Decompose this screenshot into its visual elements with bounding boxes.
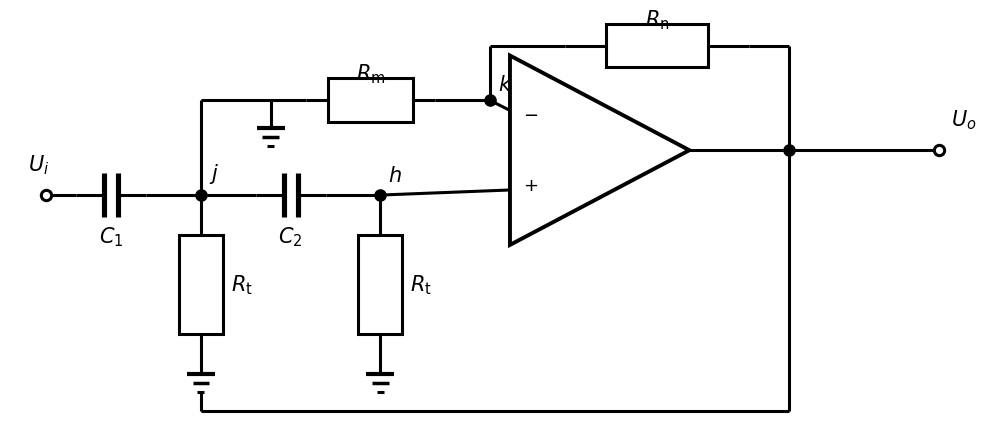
Bar	[606, 24, 708, 68]
Text: $+$: $+$	[523, 177, 538, 195]
Text: $C_1$: $C_1$	[99, 225, 123, 249]
Text: $h$: $h$	[388, 166, 402, 186]
Text: $R_{\rm t}$: $R_{\rm t}$	[410, 273, 432, 297]
Bar	[179, 236, 223, 334]
Text: $R_{\rm m}$: $R_{\rm m}$	[356, 63, 385, 86]
Point	[781, 147, 797, 154]
Point	[372, 192, 388, 199]
Text: $-$: $-$	[523, 105, 538, 123]
Text: $k$: $k$	[498, 75, 513, 95]
Bar	[328, 78, 413, 122]
Point	[482, 97, 498, 104]
Text: $R_{\rm t}$: $R_{\rm t}$	[231, 273, 253, 297]
Text: $C_2$: $C_2$	[278, 225, 303, 249]
Text: $U_o$: $U_o$	[951, 109, 976, 132]
Point	[931, 147, 947, 154]
Text: $U_i$: $U_i$	[28, 154, 49, 177]
Text: $j$: $j$	[209, 162, 219, 186]
Text: $R_{\rm n}$: $R_{\rm n}$	[645, 8, 669, 31]
Point	[193, 192, 209, 199]
Bar	[358, 236, 402, 334]
Point	[38, 192, 54, 199]
